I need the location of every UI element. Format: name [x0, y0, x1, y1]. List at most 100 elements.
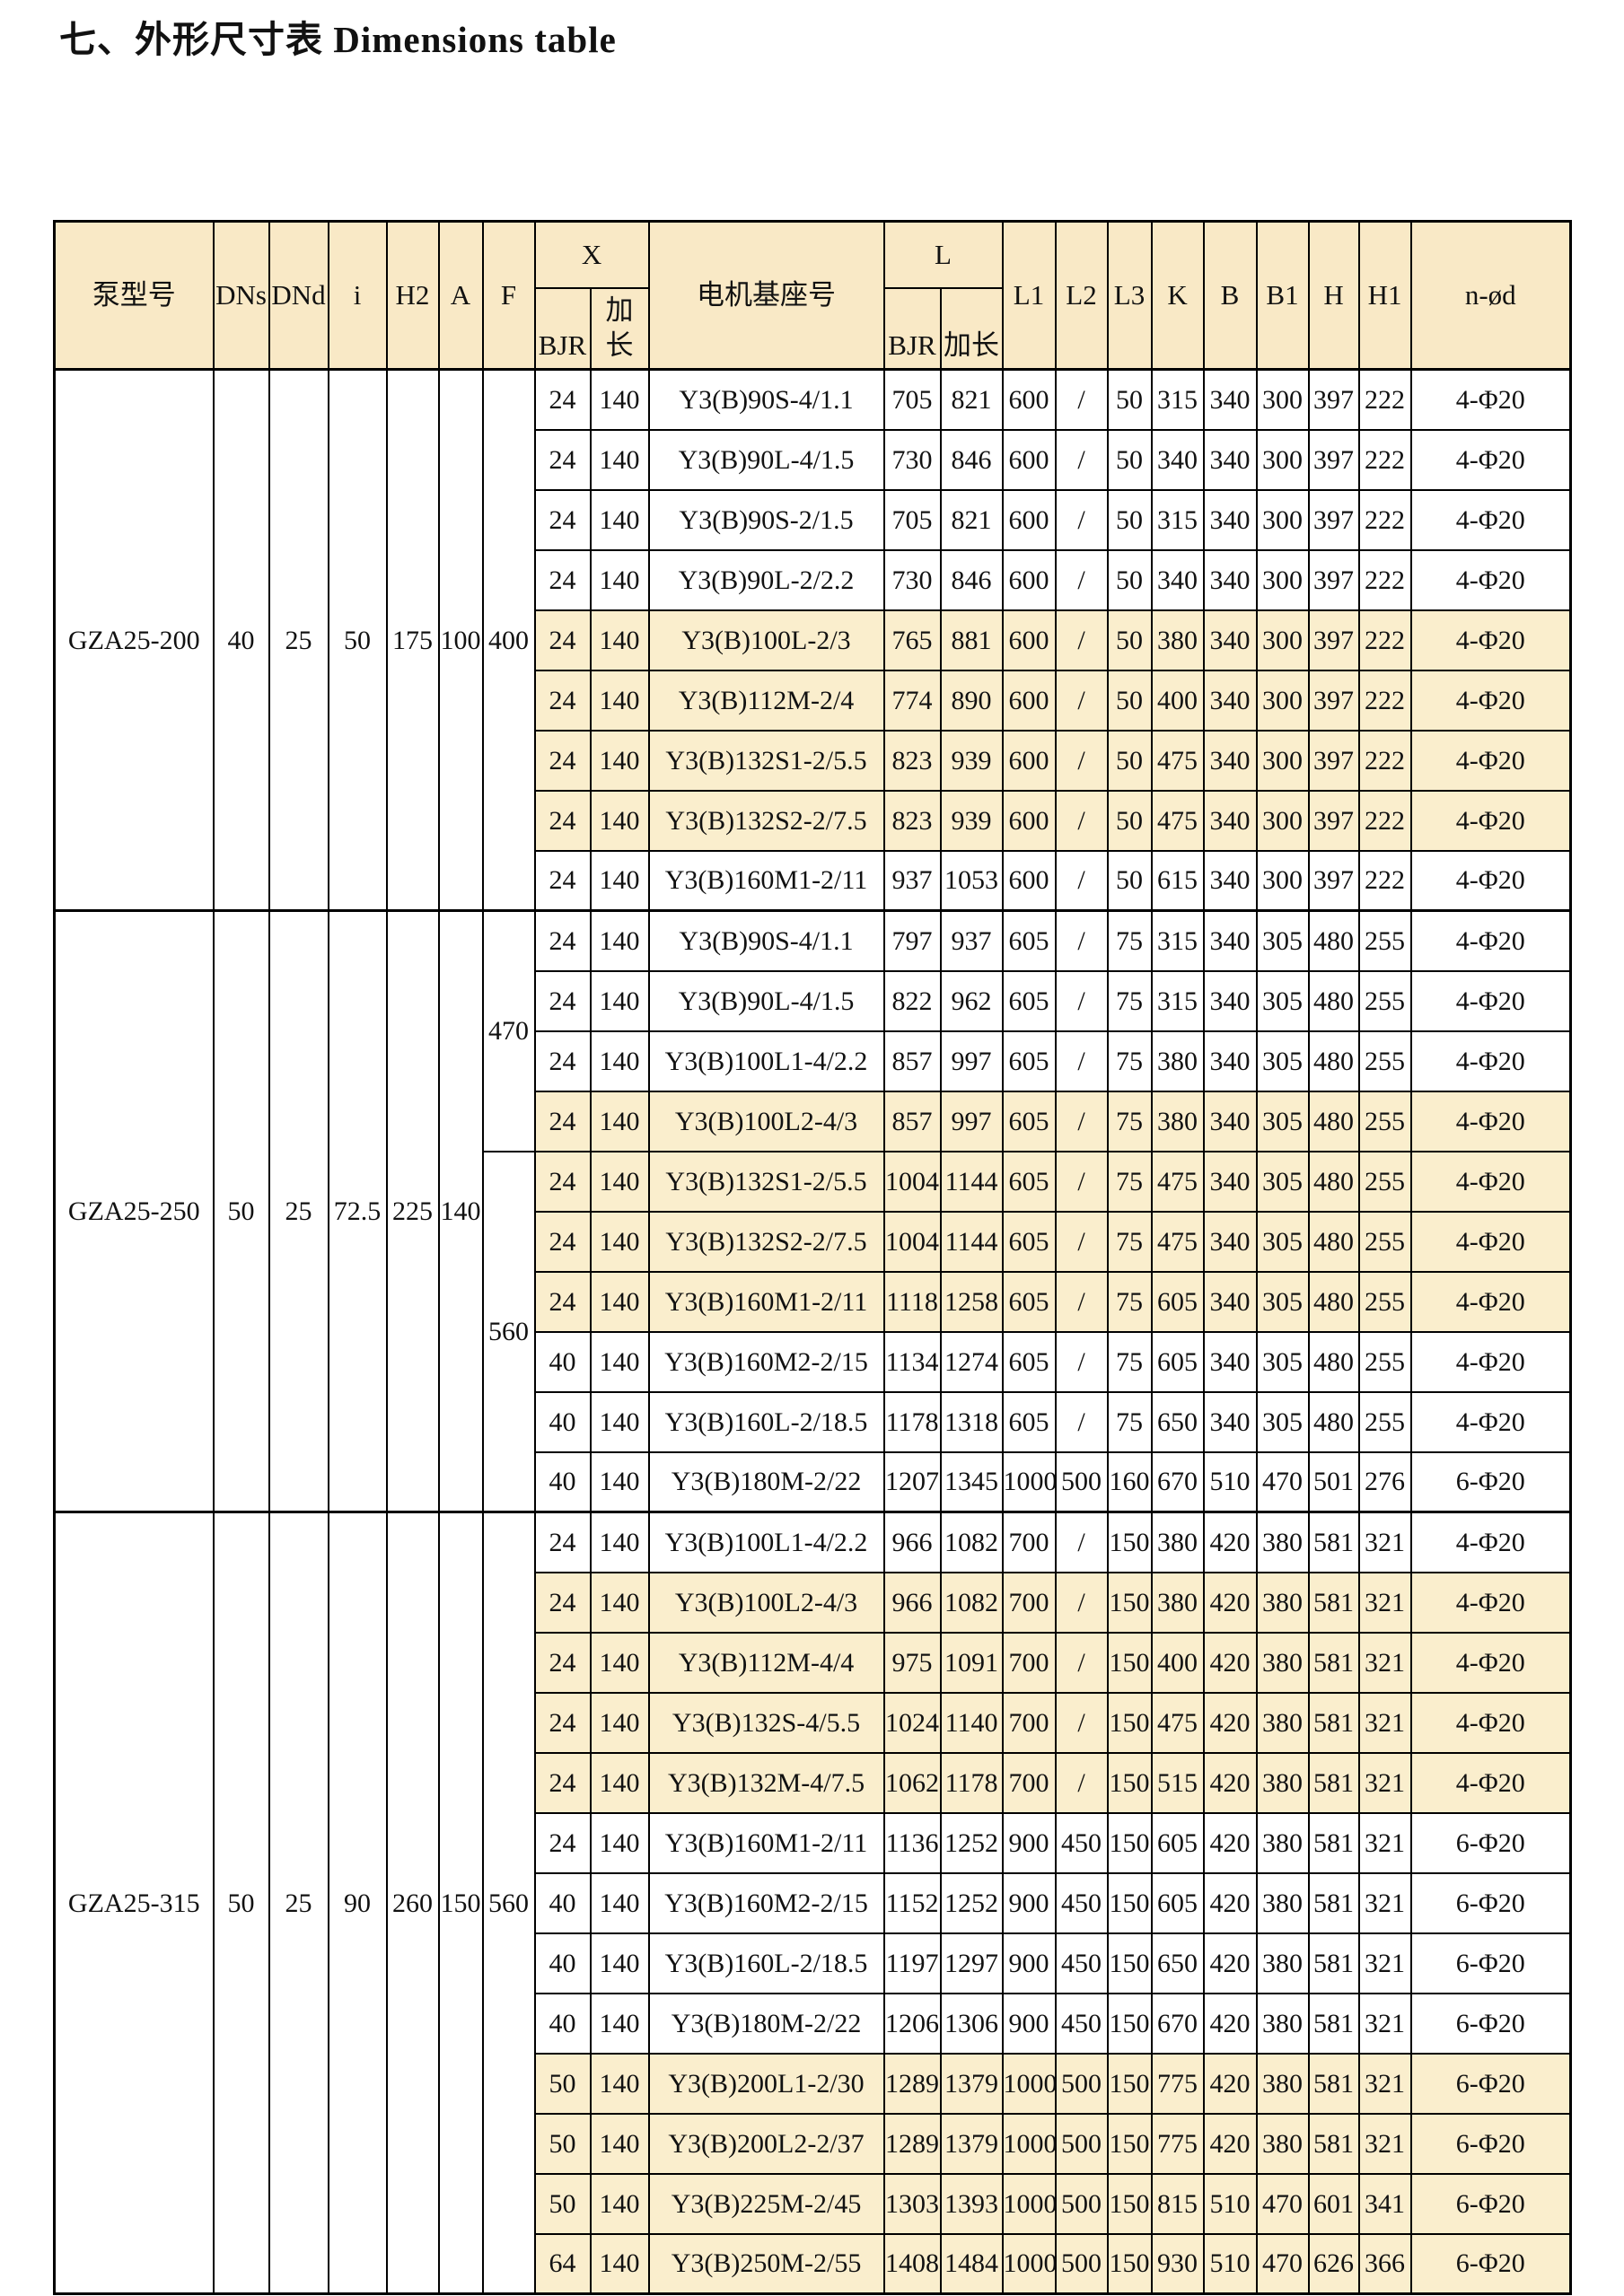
cell-ljc: 1345 — [939, 1450, 1004, 1513]
cell-h1: 255 — [1357, 1390, 1412, 1453]
cell-ljc: 846 — [939, 428, 1004, 491]
cell-h: 397 — [1307, 669, 1360, 732]
cell-h1: 321 — [1357, 1811, 1412, 1874]
cell-h1: 321 — [1357, 2112, 1412, 2175]
cell-nod: 4-Φ20 — [1409, 1571, 1572, 1634]
cell-b: 340 — [1202, 1390, 1258, 1453]
cell-h1: 321 — [1357, 1511, 1412, 1573]
cell-l1: 600 — [1001, 368, 1057, 431]
cell-lbjr: 797 — [882, 909, 942, 972]
cell-nod: 4-Φ20 — [1409, 1631, 1572, 1694]
cell-k: 380 — [1150, 609, 1205, 671]
cell-xjc: 140 — [589, 789, 650, 852]
cell-nod: 6-Φ20 — [1409, 2172, 1572, 2235]
cell-h: 397 — [1307, 789, 1360, 852]
cell-l3: 50 — [1106, 488, 1153, 551]
cell-b: 420 — [1202, 1992, 1258, 2055]
cell-b1: 305 — [1255, 1270, 1310, 1333]
cell-h1: 222 — [1357, 428, 1412, 491]
table-row: 24 140 Y3(B)100L2-4/3 966 1082 700/150 380 420 3… — [55, 1571, 1572, 1634]
cell-lbjr: 1197 — [882, 1932, 942, 1994]
cell-xbjr: 40 — [533, 1450, 592, 1513]
cell-h: 480 — [1307, 909, 1360, 972]
cell-lbjr: 822 — [882, 969, 942, 1032]
cell-b: 340 — [1202, 428, 1258, 491]
cell-xjc: 140 — [589, 669, 650, 732]
cell-xbjr: 40 — [533, 1871, 592, 1934]
cell-b1: 380 — [1255, 2112, 1310, 2175]
cell-l1: 1000 — [1001, 2232, 1057, 2295]
cell-ljc: 1274 — [939, 1330, 1004, 1393]
table-row: 24 140 Y3(B)90S-2/1.5 705 821 600/50 315 340 300… — [55, 488, 1572, 551]
cell-dnd: 25 — [268, 368, 329, 912]
cell-nod: 4-Φ20 — [1409, 1691, 1572, 1754]
cell-motor: Y3(B)160M1-2/11 — [647, 1270, 885, 1333]
cell-l1: 605 — [1001, 1210, 1057, 1273]
cell-h1: 222 — [1357, 488, 1412, 551]
cell-lbjr: 857 — [882, 1030, 942, 1092]
cell-k: 605 — [1150, 1330, 1205, 1393]
cell-l1: 1000 — [1001, 2112, 1057, 2175]
header-i: i — [327, 220, 388, 371]
cell-lbjr: 1408 — [882, 2232, 942, 2295]
cell-xbjr: 50 — [533, 2052, 592, 2115]
cell-nod: 4-Φ20 — [1409, 849, 1572, 912]
cell-b1: 300 — [1255, 669, 1310, 732]
cell-h: 397 — [1307, 488, 1360, 551]
cell-h1: 255 — [1357, 969, 1412, 1032]
cell-l3: 75 — [1106, 909, 1153, 972]
cell-motor: Y3(B)132S2-2/7.5 — [647, 789, 885, 852]
cell-l2: 500 — [1054, 1450, 1109, 1513]
cell-ljc: 821 — [939, 368, 1004, 431]
cell-k: 605 — [1150, 1871, 1205, 1934]
table-row: 40 140 Y3(B)160M2-2/15 1134 1274 605/75 605 340… — [55, 1330, 1572, 1393]
header-l2: L2 — [1054, 220, 1109, 371]
cell-xbjr: 50 — [533, 2112, 592, 2175]
header-k: K — [1150, 220, 1205, 371]
cell-l1: 605 — [1001, 1090, 1057, 1152]
cell-l2: / — [1054, 428, 1109, 491]
cell-lbjr: 1152 — [882, 1871, 942, 1934]
cell-l3: 50 — [1106, 729, 1153, 792]
cell-l1: 700 — [1001, 1571, 1057, 1634]
cell-b1: 305 — [1255, 1030, 1310, 1092]
cell-ljc: 1297 — [939, 1932, 1004, 1994]
cell-xjc: 140 — [589, 849, 650, 912]
cell-h1: 321 — [1357, 1871, 1412, 1934]
cell-h1: 321 — [1357, 1992, 1412, 2055]
cell-xbjr: 64 — [533, 2232, 592, 2295]
cell-lbjr: 1136 — [882, 1811, 942, 1874]
cell-xjc: 140 — [589, 1992, 650, 2055]
cell-xbjr: 40 — [533, 1330, 592, 1393]
cell-xbjr: 24 — [533, 849, 592, 912]
cell-ljc: 1082 — [939, 1571, 1004, 1634]
cell-h1: 321 — [1357, 2052, 1412, 2115]
cell-l2: / — [1054, 669, 1109, 732]
cell-lbjr: 705 — [882, 368, 942, 431]
cell-xjc: 140 — [589, 368, 650, 431]
cell-xbjr: 24 — [533, 1090, 592, 1152]
cell-motor: Y3(B)250M-2/55 — [647, 2232, 885, 2295]
cell-lbjr: 823 — [882, 729, 942, 792]
cell-lbjr: 1004 — [882, 1150, 942, 1213]
cell-motor: Y3(B)160M1-2/11 — [647, 849, 885, 912]
cell-xbjr: 40 — [533, 1932, 592, 1994]
cell-nod: 6-Φ20 — [1409, 2112, 1572, 2175]
cell-b: 340 — [1202, 1030, 1258, 1092]
pump-model-cell: GZA25-250 — [53, 909, 215, 1513]
cell-l3: 50 — [1106, 428, 1153, 491]
cell-h1: 255 — [1357, 1150, 1412, 1213]
cell-lbjr: 730 — [882, 428, 942, 491]
cell-h: 397 — [1307, 368, 1360, 431]
cell-b1: 300 — [1255, 428, 1310, 491]
cell-xbjr: 24 — [533, 669, 592, 732]
cell-l2: / — [1054, 609, 1109, 671]
cell-l2: 450 — [1054, 1871, 1109, 1934]
cell-lbjr: 1062 — [882, 1751, 942, 1814]
cell-xbjr: 24 — [533, 609, 592, 671]
cell-h1: 222 — [1357, 849, 1412, 912]
cell-lbjr: 966 — [882, 1511, 942, 1573]
cell-b: 340 — [1202, 789, 1258, 852]
cell-l1: 600 — [1001, 849, 1057, 912]
cell-ljc: 937 — [939, 909, 1004, 972]
